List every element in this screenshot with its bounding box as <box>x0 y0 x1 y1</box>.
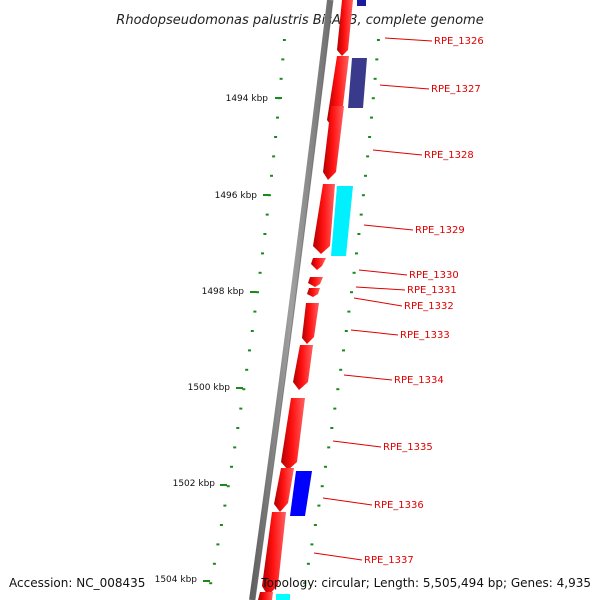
kbp-tick-1504: 1504 kbp <box>155 575 210 585</box>
gene-label[interactable]: RPE_1331 <box>407 285 457 296</box>
gene-label[interactable]: RPE_1333 <box>400 330 450 341</box>
kbp-label: 1502 kbp <box>173 479 216 489</box>
gene-arrow-rpe-1329[interactable] <box>313 184 335 254</box>
kbp-tick-1494: 1494 kbp <box>226 94 282 104</box>
gene-label-group[interactable]: RPE_1334 <box>343 374 444 386</box>
gene-label[interactable]: RPE_1329 <box>415 225 465 236</box>
cog-box-top <box>357 0 366 6</box>
cog-box-rpe-1336 <box>290 471 312 516</box>
gene-label-group[interactable]: RPE_1330 <box>358 269 459 281</box>
gene-arrow-rpe-1335[interactable] <box>281 398 305 470</box>
kbp-label: 1504 kbp <box>155 575 198 585</box>
topology-label: Topology: circular; Length: 5,505,494 bp… <box>260 576 591 590</box>
gene-label-group[interactable]: RPE_1337 <box>313 552 414 566</box>
cog-box-rpe-1327 <box>348 58 367 108</box>
gene-arrow-rpe-1333[interactable] <box>302 303 319 344</box>
kbp-label: 1498 kbp <box>202 287 245 297</box>
gene-label-group[interactable]: RPE_1331 <box>355 285 457 296</box>
genome-backbone <box>249 0 333 600</box>
gene-arrow-rpe-1334[interactable] <box>293 345 313 390</box>
gene-arrow-rpe-1330[interactable] <box>311 258 326 270</box>
kbp-tick-1498: 1498 kbp <box>202 287 257 297</box>
gene-track <box>258 0 353 600</box>
gene-arrow-rpe-1328[interactable] <box>323 106 344 180</box>
gene-label-group[interactable]: RPE_1329 <box>363 224 465 236</box>
gene-label[interactable]: RPE_1335 <box>383 442 433 453</box>
kbp-label: 1494 kbp <box>226 94 269 104</box>
gene-label-group[interactable]: RPE_1326 <box>384 36 484 47</box>
gene-label-group[interactable]: RPE_1336 <box>322 497 424 511</box>
gene-label-group[interactable]: RPE_1335 <box>332 440 433 453</box>
gene-labels: RPE_1326 RPE_1327 RPE_1328 RPE_1329 RPE_… <box>313 36 484 566</box>
kbp-tick-1502: 1502 kbp <box>173 479 227 489</box>
gene-label-group[interactable]: RPE_1328 <box>372 149 474 161</box>
accession-label: Accession: NC_008435 <box>9 576 145 590</box>
gene-label[interactable]: RPE_1334 <box>394 375 444 386</box>
scale-ring <box>209 39 286 585</box>
map-title: Rhodopseudomonas palustris BisA53, compl… <box>116 13 483 28</box>
gene-label[interactable]: RPE_1337 <box>364 555 414 566</box>
gene-arrow-rpe-1337[interactable] <box>262 512 286 596</box>
gene-arrow-rpe-1326[interactable] <box>337 0 353 56</box>
gene-label[interactable]: RPE_1327 <box>431 84 481 95</box>
gene-label-group[interactable]: RPE_1332 <box>353 297 454 312</box>
cog-box-rpe-1329 <box>331 186 353 256</box>
kbp-tick-1496: 1496 kbp <box>215 191 270 201</box>
inner-ring <box>303 39 380 585</box>
gene-arrow-rpe-1331[interactable] <box>308 277 323 287</box>
gene-arrow-rpe-1332[interactable] <box>307 288 320 297</box>
kbp-tick-1500: 1500 kbp <box>188 383 243 393</box>
gene-label[interactable]: RPE_1328 <box>424 150 474 161</box>
cog-box-bottom <box>276 594 290 600</box>
scale-labels: 1494 kbp 1496 kbp 1498 kbp 1500 kbp 1502… <box>155 94 282 585</box>
gene-arrow-next[interactable] <box>258 592 273 600</box>
gene-label[interactable]: RPE_1336 <box>374 500 424 511</box>
gene-arrow-rpe-1336[interactable] <box>274 468 294 512</box>
gene-label[interactable]: RPE_1326 <box>434 36 484 47</box>
kbp-label: 1500 kbp <box>188 383 231 393</box>
gene-label-group[interactable]: RPE_1327 <box>379 84 481 95</box>
gene-label[interactable]: RPE_1330 <box>409 270 459 281</box>
gene-label-group[interactable]: RPE_1333 <box>350 329 450 341</box>
gene-label[interactable]: RPE_1332 <box>404 301 454 312</box>
cog-track <box>276 0 367 600</box>
kbp-label: 1496 kbp <box>215 191 258 201</box>
